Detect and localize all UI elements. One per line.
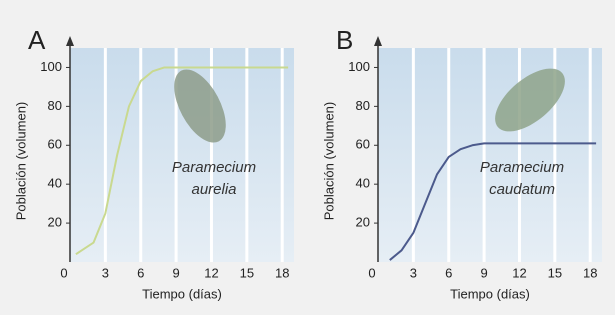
plot-area	[378, 48, 602, 262]
y-tick-label: 80	[356, 98, 370, 113]
x-tick-label: 18	[583, 265, 597, 280]
y-tick-label: 60	[356, 137, 370, 152]
y-tick-label: 20	[48, 215, 62, 230]
y-tick-label: 40	[356, 176, 370, 191]
x-tick-label: 18	[275, 265, 289, 280]
y-tick-label: 20	[356, 215, 370, 230]
x-tick-label: 15	[240, 265, 254, 280]
panel-label: B	[336, 25, 353, 55]
annotation: aurelia	[191, 181, 236, 198]
x-tick-label: 12	[204, 265, 218, 280]
x-tick-label: 15	[548, 265, 562, 280]
x-tick-label: 3	[410, 265, 417, 280]
x-tick-label: 6	[445, 265, 452, 280]
y-tick-label: 40	[48, 176, 62, 191]
x-tick-label: 3	[102, 265, 109, 280]
y-tick-label: 80	[48, 98, 62, 113]
x-axis-label: Tiempo (días)	[450, 286, 530, 301]
x-tick-label: 6	[137, 265, 144, 280]
y-tick-label: 100	[348, 59, 370, 74]
y-tick-label: 100	[40, 59, 62, 74]
x-tick-label: 0	[60, 265, 67, 280]
x-tick-label: 12	[512, 265, 526, 280]
y-tick-label: 60	[48, 137, 62, 152]
annotation: Paramecium	[172, 159, 256, 176]
panel-label: A	[28, 25, 46, 55]
x-axis-label: Tiempo (días)	[142, 286, 222, 301]
annotation: caudatum	[489, 181, 555, 198]
x-tick-label: 9	[480, 265, 487, 280]
x-tick-label: 9	[172, 265, 179, 280]
annotation: Paramecium	[480, 159, 564, 176]
y-axis-label: Población (volumen)	[321, 102, 336, 221]
x-tick-label: 0	[368, 265, 375, 280]
chart: 036912151820406080100APoblación (volumen…	[0, 0, 615, 315]
y-axis-label: Población (volumen)	[13, 102, 28, 221]
